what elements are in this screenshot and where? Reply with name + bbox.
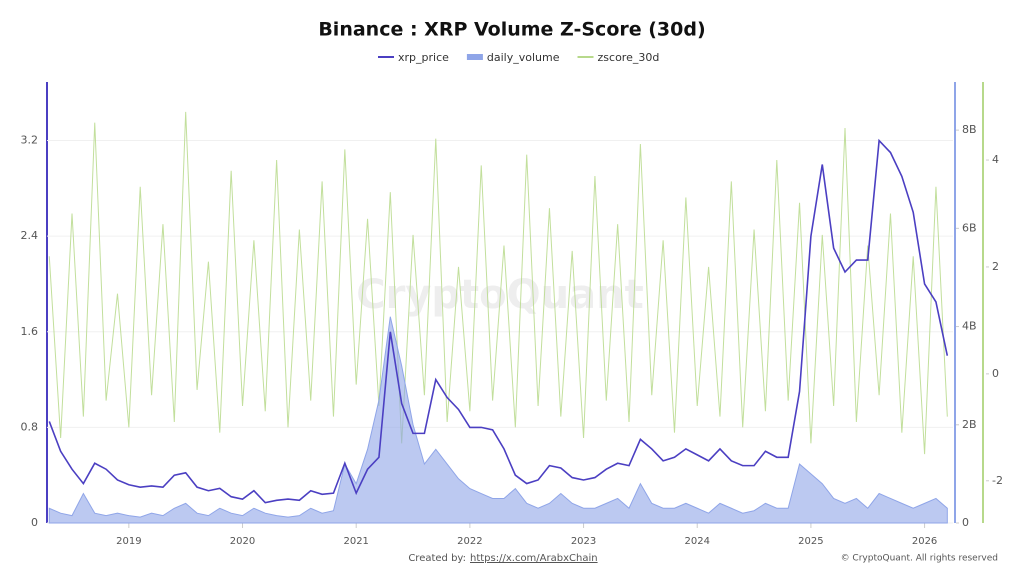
series-line	[48, 111, 948, 455]
y-tick-label: 0.8	[21, 420, 39, 433]
y3-tick-label: 0	[992, 367, 999, 380]
chart-title: Binance : XRP Volume Z-Score (30d)	[318, 19, 705, 41]
legend-swatch	[466, 54, 483, 60]
volume-area	[48, 316, 948, 524]
y-tick-label: 0	[31, 516, 38, 529]
footer-copyright: © CryptoQuant. All rights reserved	[841, 554, 998, 564]
y2-tick-label: 0	[962, 516, 969, 529]
y3-tick-label: 4	[992, 153, 999, 166]
legend-label: daily_volume	[487, 51, 560, 64]
x-tick-label: 2022	[457, 536, 482, 547]
x-tick-label: 2026	[912, 536, 937, 547]
y2-tick-label: 4B	[962, 320, 977, 333]
series-line	[48, 138, 949, 504]
legend-label: zscore_30d	[598, 51, 660, 64]
x-tick-label: 2020	[230, 536, 255, 547]
y2-tick-label: 6B	[962, 221, 977, 234]
footer-created: Created by:	[408, 553, 466, 564]
y-tick-label: 3.2	[21, 134, 39, 147]
y-tick-label: 1.6	[21, 325, 39, 338]
x-tick-label: 2021	[343, 536, 368, 547]
y-tick-label: 2.4	[21, 229, 39, 242]
y3-tick-label: -2	[992, 474, 1003, 487]
y2-tick-label: 8B	[962, 123, 977, 136]
x-tick-label: 2024	[685, 536, 710, 547]
footer-link[interactable]: https://x.com/ArabxChain	[470, 553, 598, 564]
legend-label: xrp_price	[398, 51, 449, 64]
x-tick-label: 2019	[116, 536, 141, 547]
x-tick-label: 2023	[571, 536, 596, 547]
y3-tick-label: 2	[992, 260, 999, 273]
y2-tick-label: 2B	[962, 418, 977, 431]
x-tick-label: 2025	[798, 536, 823, 547]
